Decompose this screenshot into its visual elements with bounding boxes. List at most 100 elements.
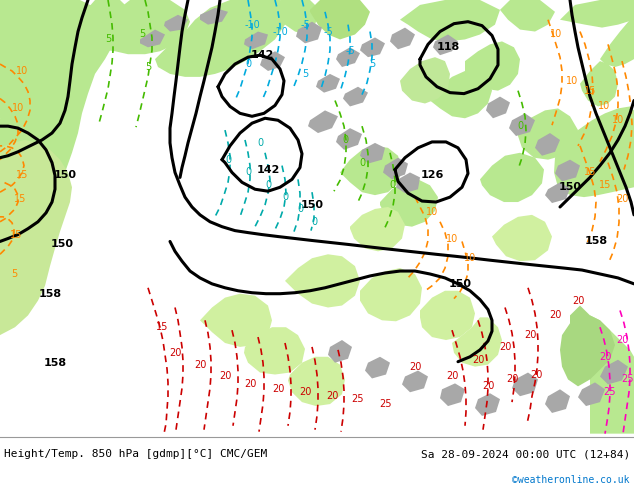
Text: 158: 158 bbox=[44, 358, 67, 368]
Polygon shape bbox=[560, 306, 615, 386]
Text: 25: 25 bbox=[622, 374, 634, 385]
Polygon shape bbox=[452, 318, 502, 367]
Text: 142: 142 bbox=[250, 50, 274, 60]
Text: 0: 0 bbox=[245, 168, 251, 177]
Polygon shape bbox=[475, 393, 500, 416]
Text: 20: 20 bbox=[506, 374, 518, 385]
Text: 20: 20 bbox=[549, 310, 561, 320]
Text: ©weatheronline.co.uk: ©weatheronline.co.uk bbox=[512, 475, 630, 485]
Polygon shape bbox=[402, 370, 428, 392]
Polygon shape bbox=[600, 15, 634, 67]
Text: 5: 5 bbox=[302, 69, 308, 79]
Text: 10: 10 bbox=[12, 103, 24, 113]
Polygon shape bbox=[360, 37, 385, 57]
Polygon shape bbox=[200, 294, 272, 347]
Polygon shape bbox=[336, 48, 360, 67]
Polygon shape bbox=[545, 182, 570, 203]
Polygon shape bbox=[100, 0, 190, 54]
Polygon shape bbox=[310, 0, 370, 39]
Text: 15: 15 bbox=[14, 194, 26, 204]
Text: 20: 20 bbox=[169, 348, 181, 358]
Text: 15: 15 bbox=[598, 180, 611, 190]
Polygon shape bbox=[535, 133, 560, 156]
Text: 20: 20 bbox=[446, 371, 458, 382]
Polygon shape bbox=[430, 69, 492, 118]
Text: 20: 20 bbox=[530, 369, 542, 380]
Polygon shape bbox=[580, 61, 618, 106]
Polygon shape bbox=[465, 41, 520, 91]
Text: 20: 20 bbox=[499, 342, 511, 352]
Text: 0: 0 bbox=[282, 192, 288, 202]
Polygon shape bbox=[285, 254, 360, 308]
Text: 20: 20 bbox=[524, 330, 536, 340]
Polygon shape bbox=[560, 0, 634, 27]
Polygon shape bbox=[383, 158, 408, 179]
Polygon shape bbox=[578, 382, 605, 406]
Polygon shape bbox=[260, 51, 285, 71]
Polygon shape bbox=[328, 340, 352, 363]
Text: 20: 20 bbox=[194, 360, 206, 369]
Text: 0: 0 bbox=[389, 180, 395, 190]
Polygon shape bbox=[0, 195, 60, 335]
Polygon shape bbox=[350, 207, 405, 251]
Text: 20: 20 bbox=[244, 379, 256, 390]
Text: 25: 25 bbox=[604, 387, 616, 397]
Text: 25: 25 bbox=[352, 394, 365, 404]
Text: 0: 0 bbox=[311, 217, 317, 227]
Polygon shape bbox=[360, 268, 422, 321]
Polygon shape bbox=[509, 113, 535, 136]
Polygon shape bbox=[360, 143, 385, 164]
Text: 5: 5 bbox=[145, 62, 151, 72]
Text: 15: 15 bbox=[10, 230, 22, 240]
Text: 20: 20 bbox=[299, 387, 311, 397]
Polygon shape bbox=[296, 22, 322, 44]
Polygon shape bbox=[340, 146, 402, 195]
Polygon shape bbox=[365, 357, 390, 378]
Polygon shape bbox=[518, 108, 578, 160]
Text: 20: 20 bbox=[409, 362, 421, 371]
Text: 0: 0 bbox=[342, 135, 348, 145]
Text: 0: 0 bbox=[265, 180, 271, 190]
Text: 20: 20 bbox=[616, 335, 628, 345]
Polygon shape bbox=[244, 31, 268, 49]
Polygon shape bbox=[433, 34, 458, 55]
Polygon shape bbox=[500, 0, 555, 31]
Polygon shape bbox=[396, 172, 420, 193]
Text: 126: 126 bbox=[420, 171, 444, 180]
Text: -5: -5 bbox=[345, 46, 355, 56]
Text: 150: 150 bbox=[51, 240, 74, 249]
Polygon shape bbox=[440, 383, 465, 406]
Polygon shape bbox=[0, 0, 130, 261]
Text: 20: 20 bbox=[482, 381, 494, 392]
Polygon shape bbox=[308, 110, 338, 133]
Polygon shape bbox=[343, 87, 368, 106]
Polygon shape bbox=[244, 327, 305, 374]
Polygon shape bbox=[400, 0, 500, 41]
Text: 10: 10 bbox=[612, 115, 624, 125]
Text: 0: 0 bbox=[225, 155, 231, 165]
Text: 20: 20 bbox=[572, 295, 584, 306]
Polygon shape bbox=[512, 372, 538, 396]
Text: 15: 15 bbox=[156, 322, 168, 332]
Polygon shape bbox=[200, 8, 228, 24]
Text: -5: -5 bbox=[300, 20, 310, 29]
Polygon shape bbox=[140, 29, 165, 48]
Polygon shape bbox=[555, 160, 580, 181]
Text: 0: 0 bbox=[257, 138, 263, 148]
Text: -5: -5 bbox=[323, 26, 333, 37]
Polygon shape bbox=[280, 0, 320, 34]
Text: 142: 142 bbox=[256, 165, 280, 174]
Text: 10: 10 bbox=[464, 253, 476, 263]
Text: 5: 5 bbox=[369, 59, 375, 69]
Text: 150: 150 bbox=[301, 200, 323, 210]
Text: 118: 118 bbox=[436, 42, 460, 52]
Polygon shape bbox=[155, 0, 290, 77]
Polygon shape bbox=[554, 106, 634, 197]
Text: 15: 15 bbox=[16, 171, 28, 180]
Text: 20: 20 bbox=[326, 391, 338, 401]
Text: 20: 20 bbox=[272, 384, 284, 394]
Polygon shape bbox=[480, 153, 544, 202]
Text: 15: 15 bbox=[584, 86, 596, 96]
Text: 0: 0 bbox=[517, 121, 523, 131]
Text: 10: 10 bbox=[598, 101, 610, 111]
